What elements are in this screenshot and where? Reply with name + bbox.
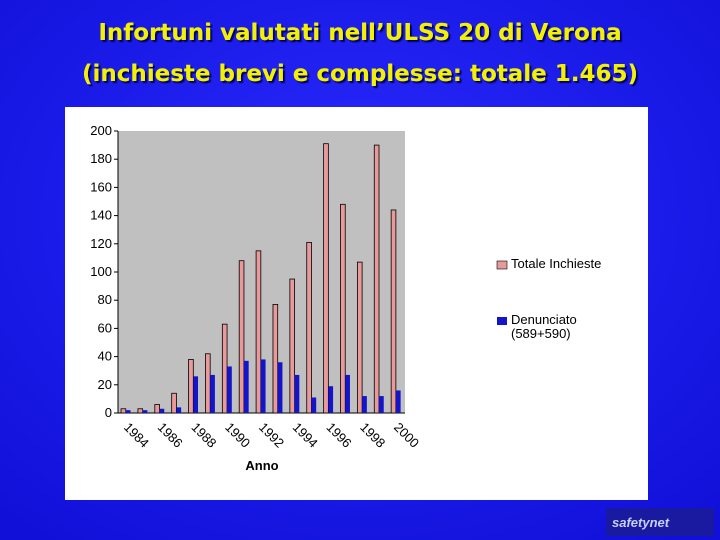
- y-tick-label: 180: [90, 151, 112, 166]
- bar: [306, 241, 312, 414]
- y-tick-label: 140: [90, 208, 112, 223]
- legend-swatch: [496, 260, 508, 270]
- bar: [323, 143, 329, 414]
- bar: [373, 144, 380, 414]
- bar: [328, 386, 334, 413]
- legend-label: Denunciato (589+590): [511, 313, 577, 341]
- y-tick-label: 20: [98, 377, 112, 392]
- bar: [193, 376, 199, 413]
- bar: [243, 360, 249, 413]
- y-tick-label: 200: [90, 123, 112, 138]
- slide-subtitle: (inchieste brevi e complesse: totale 1.4…: [82, 61, 638, 87]
- y-tick-label: 120: [90, 236, 112, 251]
- bar: [362, 396, 367, 413]
- logo-box: [606, 508, 714, 536]
- bar: [159, 408, 165, 413]
- bar: [277, 362, 283, 413]
- bar: [176, 407, 182, 413]
- legend-label: Totale Inchieste: [511, 257, 602, 271]
- bar: [171, 392, 177, 414]
- y-tick-label: 40: [98, 349, 112, 364]
- y-tick-label: 0: [105, 405, 112, 420]
- y-tick-label: 80: [98, 292, 112, 307]
- bar: [272, 304, 279, 414]
- bar: [340, 203, 346, 414]
- bar: [154, 404, 160, 414]
- bar: [120, 408, 127, 414]
- bar: [294, 374, 300, 413]
- bar: [356, 261, 363, 414]
- bar: [205, 353, 211, 414]
- bar: [142, 410, 148, 413]
- bar: [311, 397, 317, 413]
- bar: [137, 408, 144, 414]
- bar: [188, 359, 194, 414]
- bar: [260, 359, 266, 413]
- bar: [255, 250, 262, 414]
- bar: [238, 260, 245, 414]
- y-tick-label: 160: [90, 179, 112, 194]
- legend-entry: Totale Inchieste: [511, 257, 602, 271]
- bar: [289, 278, 295, 414]
- logo: safetynet: [612, 515, 670, 530]
- bar: [227, 366, 232, 413]
- bar: [221, 323, 228, 414]
- y-tick-label: 100: [90, 264, 112, 279]
- bar: [210, 374, 215, 413]
- legend-entry: Denunciato (589+590): [511, 313, 577, 341]
- legend-swatch: [497, 317, 507, 325]
- bar: [125, 410, 131, 413]
- bar: [390, 209, 397, 414]
- y-tick-label: 60: [98, 320, 112, 335]
- x-axis-title: Anno: [245, 458, 278, 473]
- bar: [395, 390, 401, 413]
- slide-title: Infortuni valutati nell’ULSS 20 di Veron…: [98, 20, 621, 46]
- bar: [379, 396, 384, 413]
- bar: [345, 374, 350, 413]
